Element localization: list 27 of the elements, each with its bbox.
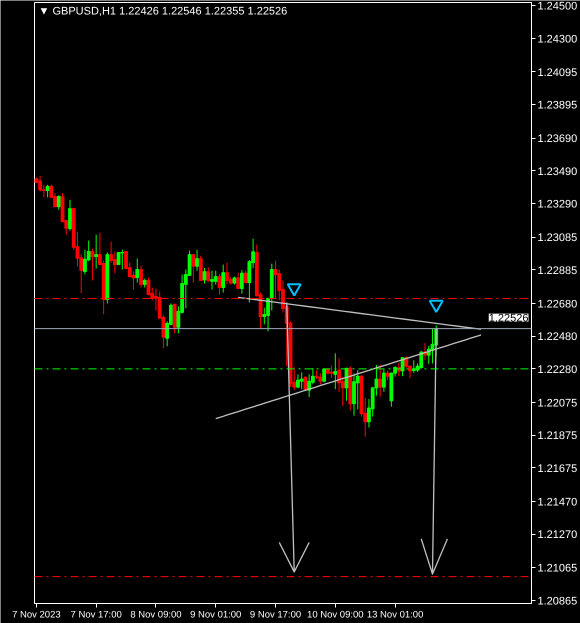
y-tick-label: 1.23690: [538, 133, 578, 146]
y-tick-label: 1.23895: [538, 100, 578, 112]
y-tick-label: 1.22480: [538, 331, 578, 344]
y-tick-label: 1.21065: [538, 562, 578, 575]
y-tick-label: 1.21470: [538, 496, 578, 508]
y-tick-label: 1.21675: [538, 462, 578, 475]
x-tick-label: 9 Nov 17:00: [250, 610, 302, 620]
y-tick-label: 1.21270: [538, 529, 578, 542]
y-tick-label: 1.21875: [538, 430, 578, 442]
y-tick-label: 1.22280: [538, 364, 578, 376]
y-tick-label: 1.24500: [538, 0, 578, 13]
y-tick-label: 1.23290: [538, 198, 578, 211]
chart-title: ▼ GBPUSD,H1 1.22426 1.22546 1.22355 1.22526: [38, 6, 288, 18]
x-tick-label: 7 Nov 2023: [12, 610, 61, 620]
y-tick-label: 1.23490: [538, 166, 578, 178]
y-tick-label: 1.20865: [538, 595, 578, 608]
y-tick-label: 1.23085: [538, 232, 578, 244]
y-tick-label: 1.24095: [538, 66, 578, 79]
x-tick-label: 13 Nov 01:00: [366, 610, 424, 620]
x-tick-label: 8 Nov 09:00: [130, 610, 182, 620]
y-tick-label: 1.22075: [538, 397, 578, 410]
x-tick-label: 9 Nov 01:00: [190, 610, 242, 620]
y-tick-label: 1.22680: [538, 298, 578, 310]
y-tick-label: 1.24300: [538, 33, 578, 46]
x-tick-label: 7 Nov 17:00: [70, 610, 122, 620]
y-tick-label: 1.22885: [538, 264, 578, 277]
x-tick-label: 10 Nov 09:00: [307, 610, 364, 620]
